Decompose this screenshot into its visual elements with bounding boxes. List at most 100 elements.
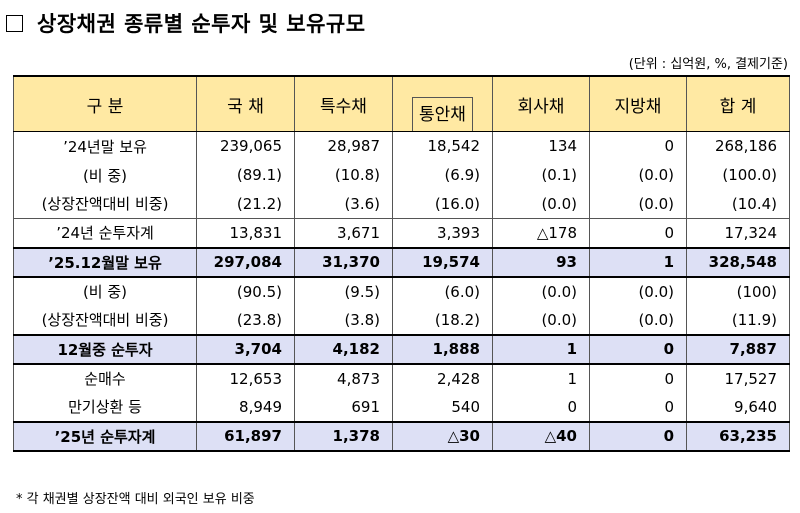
cell-special: (3.6): [294, 189, 393, 219]
col-header-category: 구 분: [13, 75, 197, 132]
cell-corp: 1: [492, 363, 590, 393]
cell-muni: 0: [589, 363, 687, 393]
col-header-gov: 국 채: [196, 75, 295, 132]
cell-corp: 1: [492, 333, 590, 365]
checkbox-square-icon: [6, 14, 23, 32]
cell-total: (100): [686, 276, 790, 306]
cell-msb: (6.9): [392, 160, 493, 190]
table-row: (상장잔액대비 비중) (21.2) (3.6) (16.0) (0.0) (0.0) (1…: [13, 189, 790, 219]
col-header-total: 합 계: [686, 75, 790, 132]
cell-msb: (18.2): [392, 305, 493, 335]
bond-investment-table: 구 분 국 채 특수채 통안채 회사채 지방채 합 계 ’24년말 보유 239,…: [13, 75, 790, 452]
row-label: ’25년 순투자계: [13, 420, 197, 452]
cell-special: 4,182: [294, 333, 393, 365]
cell-msb: 19,574: [392, 246, 493, 278]
cell-msb: 540: [392, 392, 493, 422]
cell-muni: (0.0): [589, 276, 687, 306]
cell-gov: 3,704: [196, 333, 295, 365]
table-row: 12월중 순투자 3,704 4,182 1,888 1 0 7,887: [13, 333, 790, 365]
section-title: 상장채권 종류별 순투자 및 보유규모: [6, 6, 366, 40]
cell-gov: 297,084: [196, 246, 295, 278]
cell-gov: (90.5): [196, 276, 295, 306]
cell-msb: 18,542: [392, 131, 493, 161]
cell-gov: 12,653: [196, 363, 295, 393]
cell-corp: (0.1): [492, 160, 590, 190]
cell-total: 9,640: [686, 392, 790, 422]
row-label: (비 중): [13, 276, 197, 306]
cell-gov: (21.2): [196, 189, 295, 219]
cell-special: 691: [294, 392, 393, 422]
cell-special: (3.8): [294, 305, 393, 335]
cell-msb: (6.0): [392, 276, 493, 306]
cell-muni: (0.0): [589, 305, 687, 335]
cell-msb: 3,393: [392, 218, 493, 248]
cell-corp: 0: [492, 392, 590, 422]
cell-special: (9.5): [294, 276, 393, 306]
row-label: 순매수: [13, 363, 197, 393]
cell-muni: 0: [589, 218, 687, 248]
cell-muni: (0.0): [589, 189, 687, 219]
cell-muni: 1: [589, 246, 687, 278]
row-label: (비 중): [13, 160, 197, 190]
table-row: ’25년 순투자계 61,897 1,378 △30 △40 0 63,235: [13, 420, 790, 452]
row-label: ’24년 순투자계: [13, 218, 197, 248]
title-text: 상장채권 종류별 순투자 및 보유규모: [37, 12, 366, 36]
cell-msb: △30: [392, 420, 493, 452]
cell-msb: 1,888: [392, 333, 493, 365]
cell-muni: 0: [589, 420, 687, 452]
table-row: ’25.12월말 보유 297,084 31,370 19,574 93 1 328,548: [13, 246, 790, 278]
cell-gov: (23.8): [196, 305, 295, 335]
cell-gov: (89.1): [196, 160, 295, 190]
col-header-corp: 회사채: [492, 75, 590, 132]
cell-total: (100.0): [686, 160, 790, 190]
cell-total: 328,548: [686, 246, 790, 278]
footnote: * 각 채권별 상장잔액 대비 외국인 보유 비중: [16, 492, 255, 507]
col-header-msb: 통안채: [412, 97, 473, 131]
table-row: (비 중) (90.5) (9.5) (6.0) (0.0) (0.0) (100): [13, 276, 790, 306]
cell-special: 3,671: [294, 218, 393, 248]
cell-msb: 2,428: [392, 363, 493, 393]
cell-muni: 0: [589, 333, 687, 365]
table-row: ’24년 순투자계 13,831 3,671 3,393 △178 0 17,324: [13, 218, 790, 248]
cell-total: 63,235: [686, 420, 790, 452]
cell-total: (11.9): [686, 305, 790, 335]
cell-muni: (0.0): [589, 160, 687, 190]
col-header-msb-cell: 통안채: [392, 75, 493, 132]
header-row: 구 분 국 채 특수채 통안채 회사채 지방채 합 계: [13, 75, 790, 132]
row-label: 만기상환 등: [13, 392, 197, 422]
cell-muni: 0: [589, 131, 687, 161]
cell-total: 17,324: [686, 218, 790, 248]
cell-total: 268,186: [686, 131, 790, 161]
cell-total: 17,527: [686, 363, 790, 393]
cell-corp: △40: [492, 420, 590, 452]
cell-gov: 13,831: [196, 218, 295, 248]
table-row: ’24년말 보유 239,065 28,987 18,542 134 0 268,186: [13, 131, 790, 161]
row-label: ’25.12월말 보유: [13, 246, 197, 278]
cell-corp: (0.0): [492, 305, 590, 335]
table-row: (비 중) (89.1) (10.8) (6.9) (0.1) (0.0) (100.0): [13, 160, 790, 190]
cell-msb: (16.0): [392, 189, 493, 219]
cell-muni: 0: [589, 392, 687, 422]
row-label: 12월중 순투자: [13, 333, 197, 365]
table-row: 만기상환 등 8,949 691 540 0 0 9,640: [13, 392, 790, 422]
unit-note: (단위 : 십억원, %, 결제기준): [628, 57, 788, 72]
cell-corp: 93: [492, 246, 590, 278]
col-header-special: 특수채: [294, 75, 393, 132]
row-label: ’24년말 보유: [13, 131, 197, 161]
table-row: (상장잔액대비 비중) (23.8) (3.8) (18.2) (0.0) (0.0) (1…: [13, 305, 790, 335]
cell-total: (10.4): [686, 189, 790, 219]
cell-gov: 239,065: [196, 131, 295, 161]
cell-special: 4,873: [294, 363, 393, 393]
cell-gov: 61,897: [196, 420, 295, 452]
cell-special: 31,370: [294, 246, 393, 278]
col-header-muni: 지방채: [589, 75, 687, 132]
cell-special: 28,987: [294, 131, 393, 161]
cell-corp: △178: [492, 218, 590, 248]
cell-special: 1,378: [294, 420, 393, 452]
cell-gov: 8,949: [196, 392, 295, 422]
table-row: 순매수 12,653 4,873 2,428 1 0 17,527: [13, 363, 790, 393]
row-label: (상장잔액대비 비중): [13, 305, 197, 335]
cell-corp: (0.0): [492, 276, 590, 306]
row-label: (상장잔액대비 비중): [13, 189, 197, 219]
cell-corp: (0.0): [492, 189, 590, 219]
